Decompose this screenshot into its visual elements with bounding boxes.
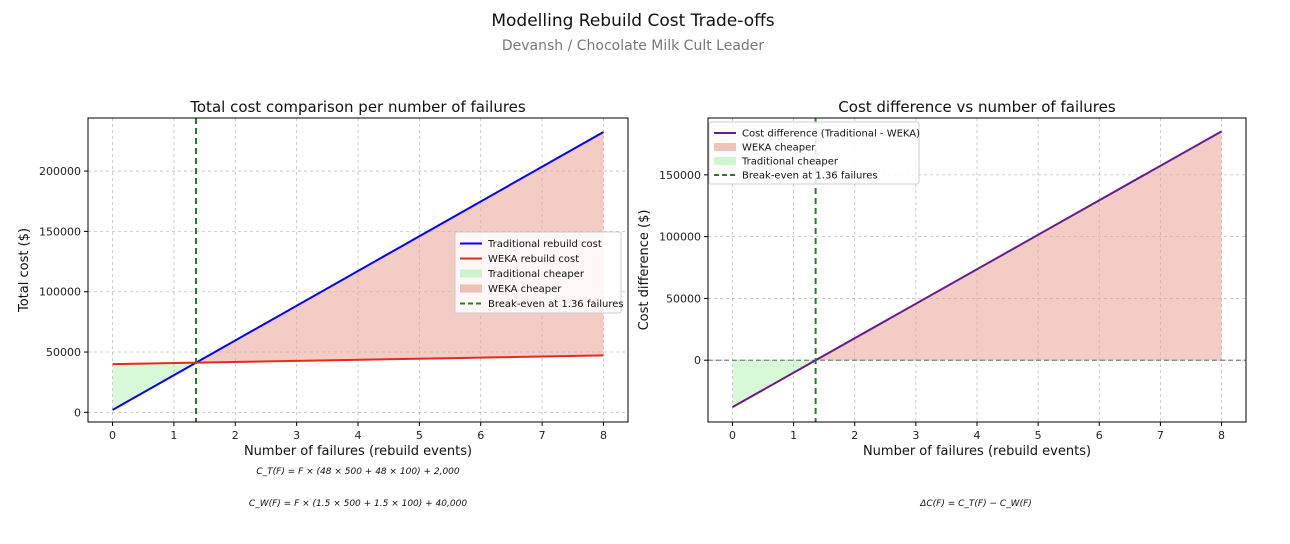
x-tick-label: 6 xyxy=(477,429,484,442)
legend-label: Break-even at 1.36 failures xyxy=(742,171,878,182)
ticks: 0 1 2 3 4 5 6 7 8 0 50000 100000 150000 xyxy=(659,169,1225,442)
legend-box xyxy=(708,121,920,185)
figure-subtitle: Devansh / Chocolate Milk Cult Leader xyxy=(502,38,765,54)
legend-label: Traditional cheaper xyxy=(741,157,839,168)
x-tick-label: 5 xyxy=(416,429,423,442)
y-tick-label: 100000 xyxy=(659,231,701,244)
legend-fill-swatch xyxy=(714,157,736,165)
plot-area xyxy=(708,118,1246,422)
legend: Traditional rebuild cost WEKA rebuild cos… xyxy=(454,231,624,314)
x-tick-label: 4 xyxy=(974,429,981,442)
legend-label: Traditional rebuild cost xyxy=(487,239,602,250)
x-tick-label: 0 xyxy=(729,429,736,442)
x-tick-label: 6 xyxy=(1096,429,1103,442)
x-tick-label: 3 xyxy=(912,429,919,442)
ticks: 0 1 2 3 4 5 6 7 8 0 50000 100000 150000 200000 xyxy=(39,165,607,442)
legend-label: Break-even at 1.36 failures xyxy=(488,299,624,310)
legend: Cost difference (Traditional - WEKA) WEKA… xyxy=(708,121,920,185)
x-tick-label: 3 xyxy=(293,429,300,442)
x-tick-label: 8 xyxy=(1218,429,1225,442)
x-axis-label: Number of failures (rebuild events) xyxy=(863,444,1091,459)
y-axis-label: Cost difference ($) xyxy=(637,210,652,331)
y-tick-label: 200000 xyxy=(39,165,81,178)
chart-title: Total cost comparison per number of fail… xyxy=(189,98,526,116)
figure-title: Modelling Rebuild Cost Trade-offs xyxy=(491,11,774,31)
x-tick-label: 2 xyxy=(851,429,858,442)
legend-label: WEKA cheaper xyxy=(742,143,816,154)
formula-text: C_T(F) = F × (48 × 500 + 48 × 100) + 2,0… xyxy=(256,467,460,477)
cost-difference-line xyxy=(731,130,1223,409)
legend-label: Traditional cheaper xyxy=(487,269,585,280)
y-tick-label: 100000 xyxy=(39,286,81,299)
x-tick-label: 2 xyxy=(232,429,239,442)
chart-title: Cost difference vs number of failures xyxy=(838,98,1116,116)
y-tick-label: 0 xyxy=(694,354,701,367)
x-tick-label: 5 xyxy=(1035,429,1042,442)
legend-label: WEKA rebuild cost xyxy=(488,254,579,265)
y-tick-label: 50000 xyxy=(666,292,701,305)
y-axis-label: Total cost ($) xyxy=(17,228,32,313)
weka-cost-line xyxy=(112,354,604,366)
x-tick-label: 8 xyxy=(600,429,607,442)
legend-fill-swatch xyxy=(460,269,482,278)
x-axis-label: Number of failures (rebuild events) xyxy=(244,444,472,459)
y-tick-label: 0 xyxy=(74,406,81,419)
y-tick-label: 150000 xyxy=(39,225,81,238)
formula-text: C_W(F) = F × (1.5 × 500 + 1.5 × 100) + 4… xyxy=(249,499,467,509)
x-tick-label: 7 xyxy=(1157,429,1164,442)
total-cost-chart: 0 1 2 3 4 5 6 7 8 0 50000 100000 150000 200000 Total c… xyxy=(17,98,629,509)
x-tick-label: 7 xyxy=(539,429,546,442)
legend-fill-swatch xyxy=(460,284,482,293)
y-tick-label: 50000 xyxy=(46,346,81,359)
y-tick-label: 150000 xyxy=(659,169,701,182)
x-tick-label: 4 xyxy=(355,429,362,442)
legend-label: Cost difference (Traditional - WEKA) xyxy=(742,129,920,140)
legend-box xyxy=(454,231,622,314)
legend-fill-swatch xyxy=(714,143,736,151)
x-tick-label: 0 xyxy=(109,429,116,442)
cost-difference-chart: 0 1 2 3 4 5 6 7 8 0 50000 100000 150000 Cost differen… xyxy=(637,98,1247,509)
x-tick-label: 1 xyxy=(170,429,177,442)
formula-text: ΔC(F) = C_T(F) − C_W(F) xyxy=(919,499,1032,509)
legend-label: WEKA cheaper xyxy=(488,284,562,295)
x-tick-label: 1 xyxy=(790,429,797,442)
